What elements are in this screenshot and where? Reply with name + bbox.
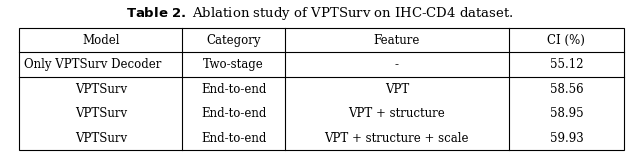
Text: $\mathbf{Table\ 2.}$ Ablation study of VPTSurv on IHC-CD4 dataset.: $\mathbf{Table\ 2.}$ Ablation study of V… (126, 5, 514, 22)
Text: VPT + structure + scale: VPT + structure + scale (324, 132, 469, 145)
Text: Feature: Feature (374, 34, 420, 47)
Text: VPTSurv: VPTSurv (75, 107, 127, 120)
Text: Only VPTSurv Decoder: Only VPTSurv Decoder (24, 58, 162, 71)
Text: Category: Category (206, 34, 261, 47)
Text: Two-stage: Two-stage (204, 58, 264, 71)
Text: CI (%): CI (%) (547, 34, 586, 47)
Text: VPTSurv: VPTSurv (75, 83, 127, 96)
Text: End-to-end: End-to-end (201, 83, 266, 96)
Text: End-to-end: End-to-end (201, 107, 266, 120)
Text: VPT + structure: VPT + structure (348, 107, 445, 120)
Text: VPTSurv: VPTSurv (75, 132, 127, 145)
Text: 58.56: 58.56 (550, 83, 583, 96)
Text: 55.12: 55.12 (550, 58, 583, 71)
Text: 58.95: 58.95 (550, 107, 583, 120)
Text: 59.93: 59.93 (550, 132, 583, 145)
Bar (19, 28, 624, 150)
Text: End-to-end: End-to-end (201, 132, 266, 145)
Text: Model: Model (82, 34, 120, 47)
Text: -: - (395, 58, 399, 71)
Text: VPT: VPT (385, 83, 409, 96)
